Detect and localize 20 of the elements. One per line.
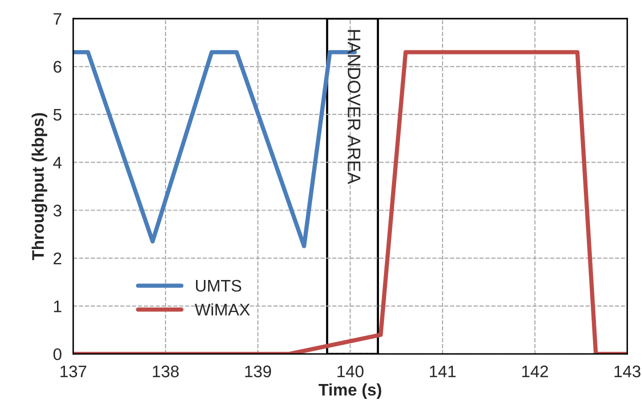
x-tick-label: 137 — [60, 366, 86, 378]
x-tick-label: 141 — [430, 366, 456, 378]
band-label: HANDOVER AREA — [348, 30, 360, 184]
y-tick-label: 4 — [53, 156, 62, 168]
x-axis-title: Time (s) — [318, 383, 382, 399]
y-axis-title: Throughput (kbps) — [32, 113, 48, 260]
x-tick-label: 142 — [522, 366, 548, 378]
x-tick-label: 138 — [152, 366, 179, 378]
y-tick-label: 5 — [53, 109, 62, 121]
y-tick-label: 3 — [53, 204, 62, 216]
x-tick-label: 140 — [338, 366, 364, 378]
legend-label: UMTS — [196, 280, 242, 292]
y-tick-label: 7 — [54, 13, 62, 25]
y-tick-label: 6 — [54, 60, 62, 73]
x-tick-label: 139 — [245, 366, 271, 378]
y-tick-label: 1 — [54, 300, 62, 312]
legend-label: WiMAX — [194, 303, 250, 316]
x-tick-label: 143 — [614, 366, 640, 378]
y-tick-label: 2 — [54, 252, 62, 264]
y-tick-label: 0 — [53, 348, 62, 360]
